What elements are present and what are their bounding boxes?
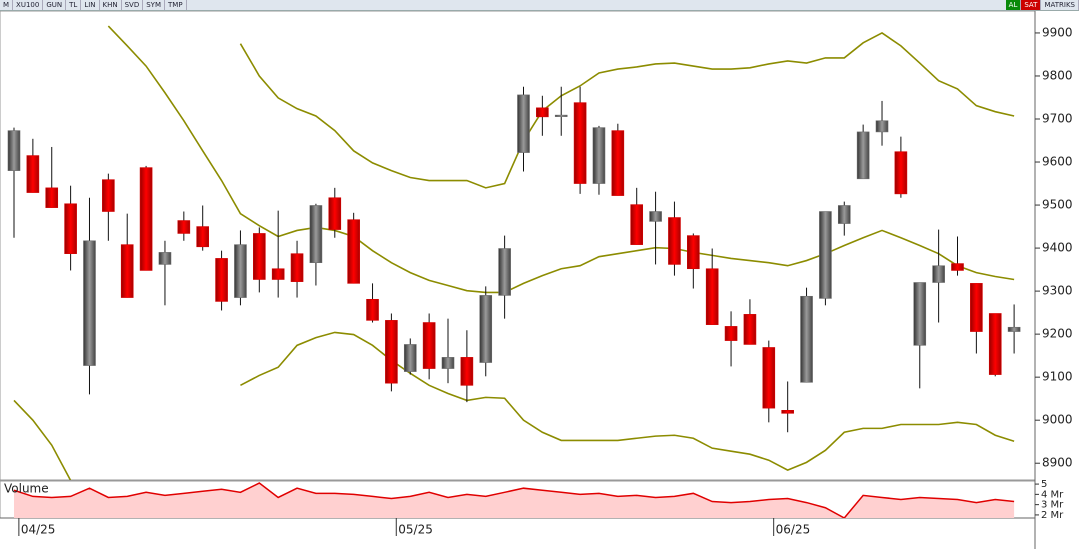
candle-body [762, 347, 776, 409]
candle-body [479, 295, 493, 363]
y-tick-label: 4 Mr [1041, 489, 1064, 500]
candle-body [498, 248, 511, 296]
toolbar-item[interactable]: MATRIKS [1041, 0, 1079, 10]
candle-body [139, 167, 153, 271]
candle-body [460, 357, 474, 386]
toolbar-item[interactable]: LIN [81, 0, 100, 10]
candle-body [64, 203, 77, 254]
y-tick-label: 9100 [1042, 370, 1073, 384]
candle-body [253, 233, 266, 280]
candle-body [988, 313, 1002, 375]
candle-body [45, 187, 59, 208]
toolbar-item[interactable]: TMP [165, 0, 187, 10]
y-tick-label: 2 Mr [1041, 510, 1064, 521]
y-tick-label: 9600 [1042, 155, 1073, 169]
candle-body [328, 197, 342, 230]
candle-body [875, 120, 889, 133]
candle-body [781, 409, 794, 414]
volume-line [13, 482, 1015, 518]
candle-body [894, 151, 908, 195]
candle-body [649, 211, 662, 222]
y-tick-label: 8900 [1042, 456, 1073, 470]
candle-body [7, 130, 21, 171]
toolbar-item[interactable]: M [0, 0, 14, 10]
toolbar-item[interactable]: SYM [143, 0, 165, 10]
candle-body [819, 211, 832, 299]
candle-body [271, 268, 285, 280]
y-tick-label: 3 Mr [1041, 500, 1064, 511]
candle-body [196, 226, 209, 248]
candle-body [932, 265, 945, 283]
candle-body [1007, 326, 1021, 332]
candle-body [705, 268, 719, 325]
y-tick-label: 9400 [1042, 241, 1073, 255]
y-tick-label: 9700 [1042, 111, 1073, 125]
x-tick-label: 06/25 [776, 523, 811, 537]
candle-body [913, 282, 927, 346]
candle-body [687, 235, 700, 270]
candle-body [743, 314, 757, 345]
toolbar-item[interactable]: SAT [1021, 0, 1042, 10]
candle-body [611, 130, 625, 196]
toolbar: M XU100 GUN TL LIN KHN SVD SYM TMP AL SAT MATRIKS [0, 0, 1079, 11]
candle-body [517, 94, 530, 153]
y-tick-label: 9000 [1042, 413, 1073, 427]
candle-body [215, 258, 228, 302]
candle-body [83, 240, 96, 366]
volume-title: Volume [4, 482, 49, 496]
x-tick-label: 04/25 [21, 523, 56, 537]
candle-body [158, 252, 172, 265]
candle-body [592, 127, 606, 184]
y-tick-label: 9800 [1042, 68, 1073, 82]
candle-body [573, 102, 587, 184]
y-tick-label: 5 [1041, 479, 1047, 490]
band-line [239, 32, 1015, 189]
candle-body [26, 155, 40, 193]
chart: 9900 9800 9700 9600 9500 9400 9300 9200 9100 9000… [0, 11, 1073, 549]
y-tick-label: 9300 [1042, 284, 1073, 298]
candle-body [800, 295, 813, 383]
candle-body [120, 244, 134, 298]
candle-body [290, 253, 304, 282]
candle-body [177, 220, 191, 234]
candle-body [441, 357, 455, 369]
band-line [13, 331, 1015, 480]
candle-body [366, 298, 379, 321]
candle-body [234, 244, 247, 298]
candle-body [554, 114, 568, 117]
y-tick-label: 9900 [1042, 25, 1073, 39]
toolbar-item[interactable]: XU100 [13, 0, 44, 10]
candle-body [837, 205, 851, 224]
candle-body [385, 320, 398, 384]
candle-body [970, 283, 983, 332]
candle-body [630, 204, 644, 245]
y-tick-label: 9200 [1042, 327, 1073, 341]
candle-body [102, 179, 115, 212]
price-panel [0, 11, 1036, 481]
candle-body [951, 263, 964, 271]
volume-area [14, 483, 1015, 518]
candle-body [347, 219, 360, 284]
band-line [107, 25, 1015, 294]
y-tick-label: 9500 [1042, 198, 1073, 212]
candle-body [536, 107, 549, 118]
x-tick-label: 05/25 [398, 523, 433, 537]
toolbar-item[interactable]: AL [1005, 0, 1022, 10]
candle-body [403, 344, 417, 372]
candle-body [422, 322, 436, 369]
toolbar-item[interactable]: GUN [43, 0, 67, 10]
candle-body [309, 205, 323, 264]
candle-body [668, 217, 681, 265]
candle-body [856, 131, 870, 180]
candle-body [724, 326, 738, 341]
toolbar-item[interactable]: KHN [100, 0, 122, 10]
plot [13, 482, 1015, 518]
toolbar-item[interactable]: SVD [122, 0, 144, 10]
toolbar-item[interactable]: TL [66, 0, 82, 10]
plot [7, 25, 1021, 480]
